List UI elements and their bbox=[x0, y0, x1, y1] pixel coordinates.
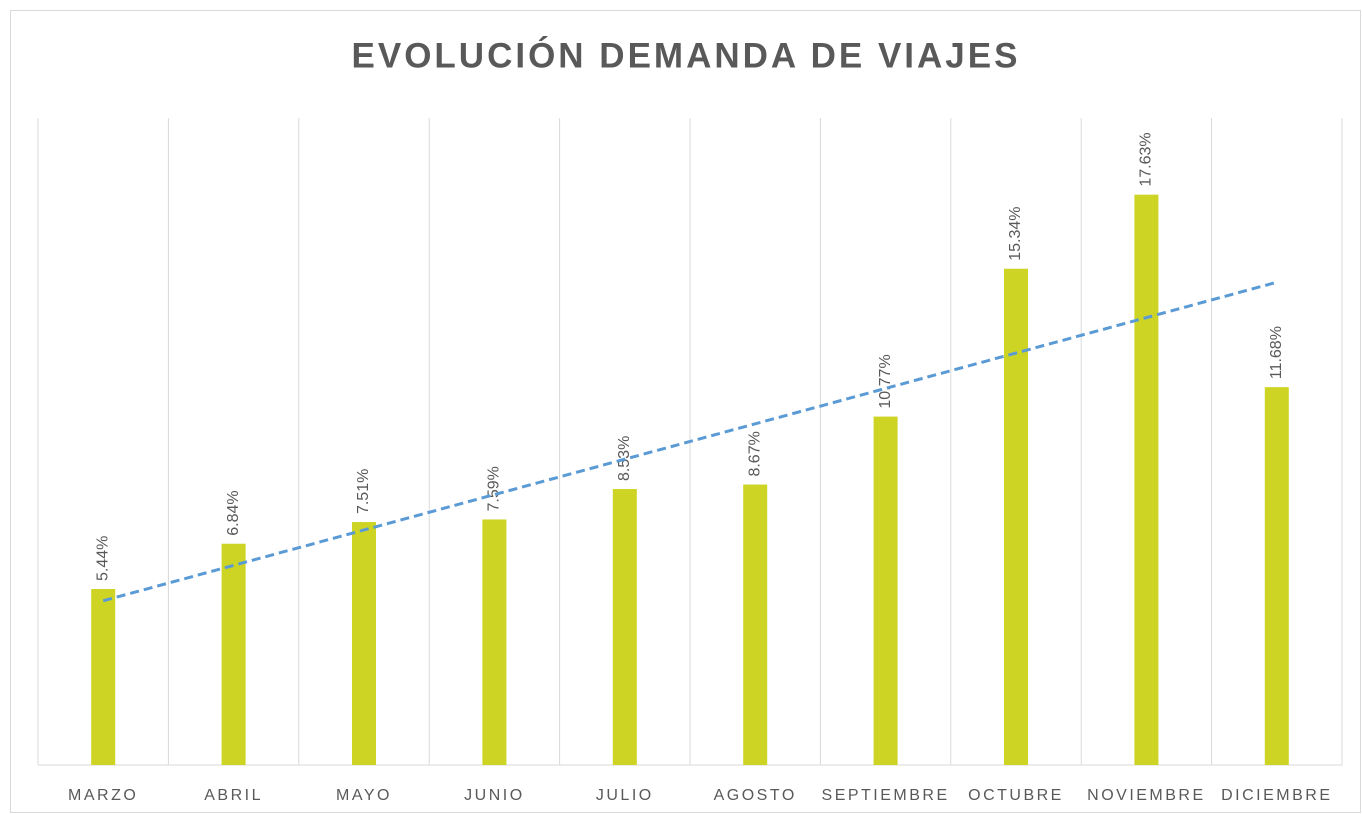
x-tick-label: DICIEMBRE bbox=[1221, 787, 1332, 804]
data-label: 5.44% bbox=[94, 536, 111, 581]
data-label: 6.84% bbox=[225, 490, 242, 535]
bar bbox=[612, 489, 637, 765]
trendline bbox=[102, 280, 1278, 603]
bar bbox=[91, 589, 116, 765]
data-label: 10.77% bbox=[877, 354, 894, 408]
x-tick-label: MARZO bbox=[68, 787, 138, 804]
bar bbox=[221, 543, 246, 765]
data-label: 7.59% bbox=[486, 466, 503, 511]
data-label: 17.63% bbox=[1138, 132, 1155, 186]
data-label: 8.67% bbox=[746, 431, 763, 476]
x-tick-label: AGOSTO bbox=[714, 787, 797, 804]
bar bbox=[873, 416, 898, 765]
chart-title: EVOLUCIÓN DEMANDA DE VIAJES bbox=[352, 35, 1021, 75]
bar bbox=[1134, 194, 1159, 765]
x-tick-label: NOVIEMBRE bbox=[1087, 787, 1206, 804]
data-label: 7.51% bbox=[355, 469, 372, 514]
data-label: 11.68% bbox=[1268, 326, 1285, 379]
bar bbox=[743, 484, 768, 765]
bar bbox=[352, 522, 376, 765]
bar bbox=[482, 519, 507, 765]
x-tick-label: ABRIL bbox=[204, 787, 263, 804]
x-tick-label: MAYO bbox=[336, 787, 392, 804]
bar bbox=[1004, 268, 1028, 765]
x-tick-label: SEPTIEMBRE bbox=[822, 787, 950, 804]
bar bbox=[1264, 387, 1289, 765]
data-label: 15.34% bbox=[1007, 206, 1024, 260]
x-tick-label: OCTUBRE bbox=[968, 787, 1064, 804]
x-tick-label: JULIO bbox=[596, 787, 654, 804]
x-tick-label: JUNIO bbox=[464, 787, 525, 804]
